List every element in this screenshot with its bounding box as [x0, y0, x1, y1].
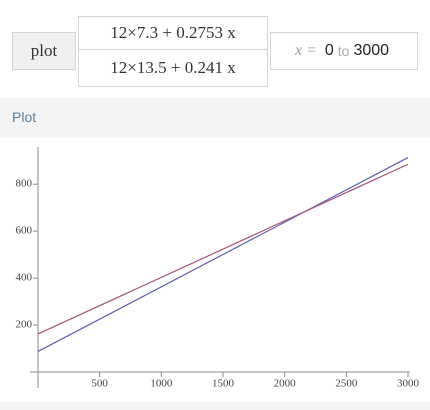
x-tick-label: 1500 [212, 378, 235, 390]
footer-strip [0, 402, 430, 410]
series-line [37, 163, 409, 335]
y-tick-label: 600 [16, 225, 33, 237]
x-tick-label: 2500 [335, 378, 358, 390]
function-input[interactable]: 12×7.3 + 0.2753 x [78, 16, 268, 50]
function-input[interactable]: 12×13.5 + 0.241 x [78, 50, 268, 87]
section-header: Plot [0, 98, 430, 138]
series-line [37, 157, 409, 352]
range-input[interactable]: x = 0 to 3000 [270, 32, 418, 70]
y-tick-label: 800 [16, 178, 33, 190]
x-tick-label: 2000 [274, 378, 297, 390]
range-variable: x = [294, 42, 317, 59]
x-tick-label: 500 [91, 378, 108, 390]
x-tick-label: 3000 [397, 378, 420, 390]
x-tick-label: 1000 [150, 378, 173, 390]
range-from: 0 [324, 42, 334, 59]
section-title: Plot [12, 109, 37, 125]
chart: 500 1000 1500 2000 2500 3000 200 400 600 800 [16, 147, 420, 390]
y-tick-label: 400 [16, 272, 33, 284]
range-to: 3000 [353, 42, 390, 59]
plot-button[interactable]: plot [12, 32, 76, 70]
range-word: to [337, 43, 350, 59]
y-tick-label: 200 [16, 319, 33, 331]
